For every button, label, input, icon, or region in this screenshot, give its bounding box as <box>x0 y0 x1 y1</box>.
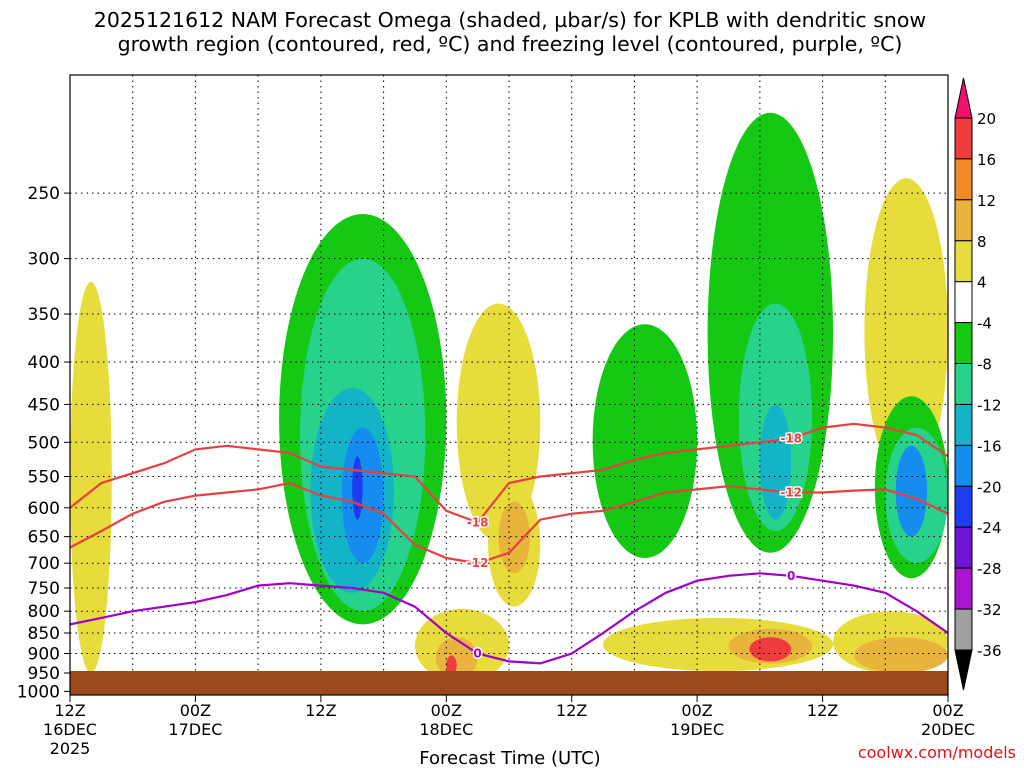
y-tick-label-1000: 1000 <box>17 682 60 702</box>
x-tick-label-84: 00Z <box>932 701 963 720</box>
colorbar-label-3: 12 <box>977 192 996 210</box>
x-tick-date-36: 18DEC <box>419 720 473 739</box>
contour-label-3-1: 0 <box>473 647 481 661</box>
x-tick-date-0: 16DEC <box>43 720 97 739</box>
x-tick-label-0: 12Z <box>54 701 85 720</box>
omega-region-25 <box>854 637 948 673</box>
colorbar-label-4: 8 <box>977 233 987 251</box>
x-tick-date-60: 19DEC <box>670 720 724 739</box>
colorbar-label-7: -8 <box>977 356 992 374</box>
colorbar-bin-2 <box>954 158 973 201</box>
x-tick-date-84: 20DEC <box>921 720 975 739</box>
omega-region-10 <box>456 303 541 542</box>
colorbar-bin-4 <box>954 240 973 283</box>
colorbar-label-10: -20 <box>977 478 1002 496</box>
y-tick-label-600: 600 <box>28 499 60 519</box>
chart-title: 2025121612 NAM Forecast Omega (shaded, µ… <box>0 8 1020 56</box>
y-tick-label-800: 800 <box>28 602 60 622</box>
x-tick-label-12: 00Z <box>180 701 211 720</box>
colorbar-bin-1 <box>954 117 973 160</box>
colorbar-bin-3 <box>954 199 973 242</box>
y-tick-label-750: 750 <box>28 579 60 599</box>
colorbar-label-9: -16 <box>977 437 1002 455</box>
y-tick-label-350: 350 <box>28 305 60 325</box>
y-tick-label-550: 550 <box>28 468 60 488</box>
contour-label-2-1: -18 <box>467 516 489 530</box>
colorbar: 20 16 12 8 4 -4 -8 -12 -16 -20 -24 -28 -32 -36 <box>954 77 1002 691</box>
y-tick-label-250: 250 <box>28 184 60 204</box>
chart-title-line-2: growth region (contoured, red, ºC) and f… <box>117 32 903 56</box>
colorbar-bin-12 <box>954 567 973 610</box>
omega-region-19 <box>749 637 792 662</box>
contour-line-2 <box>70 422 948 524</box>
plot-frame <box>69 74 949 696</box>
colorbar-label-6: -4 <box>977 315 992 333</box>
x-tick-label-36: 00Z <box>431 701 462 720</box>
terrain-ground <box>70 671 948 695</box>
contour-label-1-1: -12 <box>467 556 489 570</box>
colorbar-label-14: -36 <box>977 642 1002 660</box>
colorbar-bin-5 <box>954 281 973 324</box>
x-tick-label-48: 12Z <box>556 701 587 720</box>
omega-region-13 <box>592 324 698 558</box>
x-tick-date-12: 17DEC <box>168 720 222 739</box>
contour-label-1-2: -12 <box>780 486 802 500</box>
x-tick-label-24: 12Z <box>305 701 336 720</box>
contour-line-1 <box>70 481 948 565</box>
colorbar-bin-13 <box>954 608 973 651</box>
contour-label-3-2: 0 <box>787 569 795 583</box>
omega-shading <box>70 112 948 683</box>
temperature-contours: -12 -12 -18 -18 0 0 <box>70 422 948 665</box>
x-tick-label-72: 12Z <box>807 701 838 720</box>
colorbar-bin-8 <box>954 404 973 446</box>
site-credit: coolwx.com/models <box>858 743 1016 762</box>
y-tick-label-300: 300 <box>28 250 60 270</box>
contour-label-2-2: -18 <box>780 432 802 446</box>
y-tick-label-700: 700 <box>28 554 60 574</box>
y-axis: 2503003504004505005506006507007508008509… <box>17 184 70 702</box>
omega-region-6 <box>352 456 363 520</box>
y-tick-label-950: 950 <box>28 664 60 684</box>
colorbar-label-11: -24 <box>977 519 1002 537</box>
y-tick-label-900: 900 <box>28 645 60 665</box>
omega-region-12 <box>498 501 530 574</box>
y-tick-label-400: 400 <box>28 353 60 373</box>
colorbar-bin-11 <box>954 526 973 569</box>
y-tick-label-450: 450 <box>28 395 60 415</box>
omega-region-5 <box>341 427 384 564</box>
y-tick-label-500: 500 <box>28 433 60 453</box>
colorbar-label-2: 16 <box>977 151 996 169</box>
contour-line-3 <box>70 572 948 665</box>
omega-region-9 <box>446 655 457 675</box>
y-tick-label-850: 850 <box>28 624 60 644</box>
colorbar-bin-7 <box>954 363 973 405</box>
colorbar-label-13: -32 <box>977 601 1002 619</box>
omega-region-16 <box>759 404 792 520</box>
x-axis-label: Forecast Time (UTC) <box>419 748 600 768</box>
omega-region-23 <box>895 445 928 537</box>
colorbar-label-12: -28 <box>977 560 1002 578</box>
colorbar-bottom-arrow <box>954 649 973 691</box>
colorbar-top-arrow <box>954 77 973 119</box>
colorbar-bin-9 <box>954 444 973 487</box>
colorbar-label-1: 20 <box>977 110 996 128</box>
y-tick-label-650: 650 <box>28 528 60 548</box>
x-tick-label-60: 00Z <box>681 701 712 720</box>
colorbar-label-5: 4 <box>977 274 987 292</box>
chart-title-line-1: 2025121612 NAM Forecast Omega (shaded, µ… <box>93 8 927 32</box>
colorbar-bin-6 <box>954 322 973 365</box>
omega-region-1 <box>70 281 112 673</box>
x-tick-year-0: 2025 <box>50 739 91 758</box>
colorbar-label-8: -12 <box>977 397 1002 415</box>
colorbar-bin-10 <box>954 485 973 528</box>
